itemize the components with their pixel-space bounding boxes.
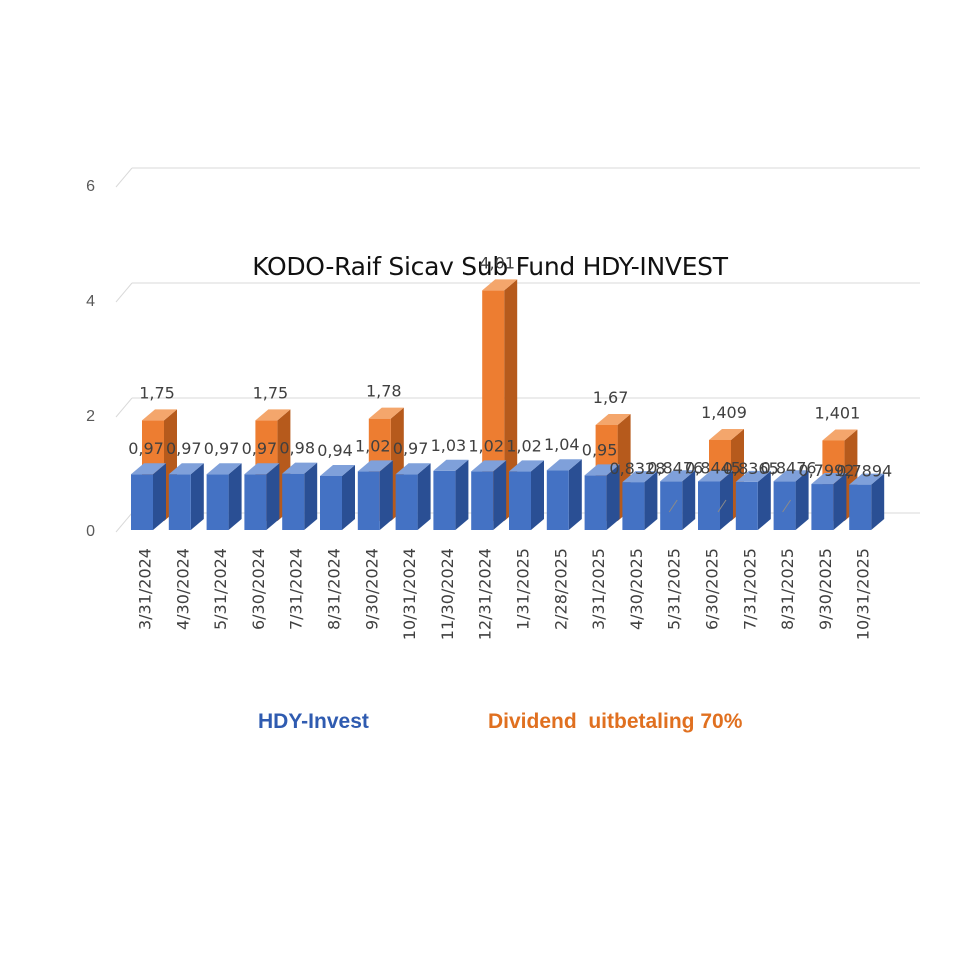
hdy-invest-bar (811, 473, 847, 530)
hdy-invest-data-label: 0,8476 (647, 458, 703, 477)
data-labels: 0,97 0,97 0,97 0,97 0,98 0,94 1,02 0,97 1,03 1,02… (128, 253, 892, 513)
gridline-side (115, 397, 133, 418)
x-tick-label: 3/31/2025 (589, 548, 608, 630)
y-tick-label: 4 (86, 293, 95, 310)
y-tick-label: 0 (86, 523, 95, 540)
leader-line (717, 499, 727, 513)
hdy-invest-bar (395, 463, 431, 530)
x-tick-label: 1/31/2025 (514, 548, 533, 630)
x-tick-label: 10/31/2025 (854, 548, 873, 640)
hdy-invest-bar (168, 463, 204, 530)
hdy-invest-bar (509, 460, 544, 530)
x-tick-label: 8/31/2024 (325, 548, 344, 630)
hdy-invest-data-label: 0,8365 (723, 459, 779, 478)
dividend-data-label: 1,78 (366, 382, 402, 401)
gridline-side (115, 282, 133, 303)
hdy-invest-bar (131, 463, 166, 530)
x-tick-label: 5/31/2025 (665, 548, 684, 630)
hdy-invest-data-label: 0,97 (204, 439, 240, 458)
dividend-data-label: 1,67 (593, 388, 629, 407)
legend-hdy-invest: HDY-Invest (258, 710, 369, 733)
hdy-invest-data-label: 1,02 (468, 436, 504, 455)
hdy-invest-data-label: 1,03 (431, 436, 467, 455)
x-tick-label: 11/30/2024 (438, 548, 457, 640)
x-tick-label: 9/30/2025 (816, 548, 835, 630)
x-tick-label: 7/31/2024 (287, 548, 306, 630)
hdy-invest-bar (320, 464, 355, 530)
hdy-invest-bar (622, 471, 658, 530)
x-tick-label: 3/31/2024 (136, 548, 155, 630)
hdy-invest-bar (735, 470, 771, 530)
gridline-side (115, 512, 133, 533)
legend-dividend: Dividend uitbetaling 70% (488, 710, 743, 733)
x-tick-label: 5/31/2024 (211, 548, 230, 630)
chart-title: KODO-Raif Sicav Sub Fund HDY-INVEST (252, 252, 728, 281)
dividend-data-label: 1,409 (701, 403, 747, 422)
hdy-invest-bar (849, 473, 885, 530)
gridline-side (115, 167, 133, 188)
x-tick-label: 8/31/2025 (778, 548, 797, 630)
hdy-invest-bar (206, 463, 242, 530)
hdy-invest-data-label: 0,7894 (836, 462, 892, 481)
hdy-invest-data-label: 1,02 (506, 436, 542, 455)
x-tick-label: 7/31/2025 (740, 548, 759, 630)
y-tick-label: 2 (86, 408, 95, 425)
y-tick-label: 6 (86, 178, 95, 195)
hdy-invest-data-label: 0,98 (279, 439, 315, 458)
x-tick-label: 6/30/2025 (703, 548, 722, 630)
hdy-invest-bar (546, 459, 582, 530)
y-axis-ticks: 0 2 4 6 (86, 178, 95, 540)
hdy-invest-data-label: 0,7992 (798, 461, 854, 480)
hdy-invest-bar (244, 463, 280, 530)
x-tick-label: 10/31/2024 (400, 548, 419, 640)
hdy-invest-data-label: 0,8476 (761, 458, 817, 477)
leader-line (782, 499, 792, 513)
hdy-invest-data-label: 0,97 (393, 439, 429, 458)
hdy-invest-bar (471, 460, 507, 530)
hdy-invest-data-label: 0,8445 (685, 458, 741, 477)
hdy-invest-bar (433, 459, 469, 530)
x-tick-label: 4/30/2025 (627, 548, 646, 630)
hdy-invest-data-label: 0,97 (242, 439, 278, 458)
dividend-data-label: 4,01 (479, 253, 515, 272)
leader-line (668, 499, 678, 513)
dividend-data-label: 1,401 (814, 403, 860, 422)
dividend-data-label: 1,75 (139, 383, 175, 402)
hdy-invest-data-label: 0,97 (166, 439, 202, 458)
hdy-invest-data-label: 0,8328 (609, 459, 665, 478)
hdy-invest-data-label: 0,94 (317, 441, 353, 460)
x-tick-label: 6/30/2024 (249, 548, 268, 630)
bars (131, 279, 885, 530)
x-tick-label: 4/30/2024 (173, 548, 192, 630)
hdy-invest-bar (282, 462, 318, 530)
hdy-invest-data-label: 1,02 (355, 436, 391, 455)
hdy-invest-bar (584, 464, 620, 530)
x-tick-label: 9/30/2024 (362, 548, 381, 630)
hdy-invest-bar (773, 470, 809, 530)
hdy-invest-bar (698, 470, 733, 530)
dividend-data-label: 1,75 (253, 383, 289, 402)
hdy-invest-data-label: 1,04 (544, 435, 580, 454)
hdy-invest-bar (660, 470, 696, 530)
x-tick-label: 12/31/2024 (476, 548, 495, 640)
x-tick-label: 2/28/2025 (551, 548, 570, 630)
hdy-invest-data-label: 0,97 (128, 439, 164, 458)
hdy-invest-data-label: 0,95 (582, 440, 618, 459)
x-axis-ticks: 3/31/2024 4/30/2024 5/31/2024 6/30/2024 7/31… (136, 548, 873, 640)
hdy-invest-bar (357, 460, 393, 530)
